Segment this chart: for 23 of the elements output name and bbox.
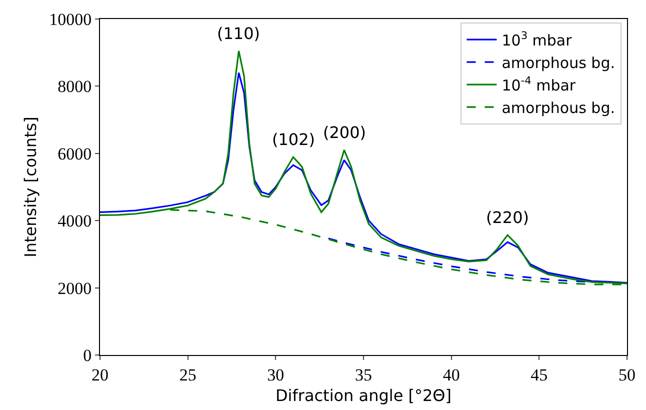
y-tick-label: 8000 xyxy=(58,77,92,96)
annotation: (200) xyxy=(323,123,366,142)
y-tick-label: 0 xyxy=(83,346,92,365)
x-axis-title: Difraction angle [°2Θ] xyxy=(275,386,452,406)
legend-label: amorphous bg. xyxy=(502,98,615,117)
annotation: (110) xyxy=(217,24,260,43)
x-tick-label: 40 xyxy=(442,365,460,384)
x-tick-label: 20 xyxy=(92,365,108,384)
y-tick-label: 4000 xyxy=(58,212,92,231)
x-tick-label: 25 xyxy=(179,365,196,384)
x-tick-label: 50 xyxy=(618,365,636,384)
x-tick-label: 35 xyxy=(355,365,372,384)
y-tick-label: 2000 xyxy=(58,278,92,298)
x-tick-label: 45 xyxy=(530,365,548,384)
annotation: (102) xyxy=(272,130,316,149)
y-tick-label: 10000 xyxy=(49,10,92,29)
legend-label: amorphous bg. xyxy=(502,54,615,72)
legend-label: 10$^{3}$ mbar xyxy=(502,30,573,50)
x-tick-label: 30 xyxy=(267,365,284,384)
y-tick-label: 6000 xyxy=(58,144,92,164)
annotation: (220) xyxy=(486,208,530,227)
legend-label: 10$^{-4}$ mbar xyxy=(502,75,576,94)
y-axis-title: Intensity [counts] xyxy=(21,116,40,258)
